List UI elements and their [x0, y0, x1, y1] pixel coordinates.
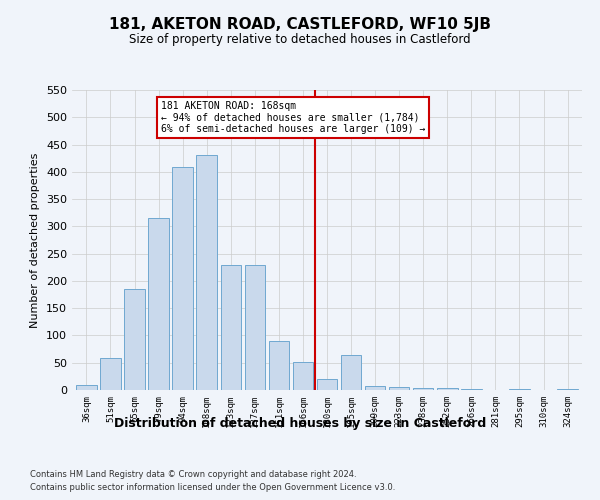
Bar: [148, 218, 169, 390]
Text: Contains HM Land Registry data © Crown copyright and database right 2024.: Contains HM Land Registry data © Crown c…: [30, 470, 356, 479]
Bar: [245, 264, 265, 390]
Bar: [437, 388, 458, 390]
Bar: [76, 384, 97, 390]
Y-axis label: Number of detached properties: Number of detached properties: [31, 152, 40, 328]
Bar: [172, 168, 193, 390]
Bar: [413, 388, 433, 390]
Text: 181, AKETON ROAD, CASTLEFORD, WF10 5JB: 181, AKETON ROAD, CASTLEFORD, WF10 5JB: [109, 18, 491, 32]
Bar: [221, 264, 241, 390]
Bar: [341, 354, 361, 390]
Text: Contains public sector information licensed under the Open Government Licence v3: Contains public sector information licen…: [30, 482, 395, 492]
Text: 181 AKETON ROAD: 168sqm
← 94% of detached houses are smaller (1,784)
6% of semi-: 181 AKETON ROAD: 168sqm ← 94% of detache…: [161, 101, 425, 134]
Text: Size of property relative to detached houses in Castleford: Size of property relative to detached ho…: [129, 32, 471, 46]
Text: Distribution of detached houses by size in Castleford: Distribution of detached houses by size …: [114, 418, 486, 430]
Bar: [100, 358, 121, 390]
Bar: [365, 386, 385, 390]
Bar: [317, 379, 337, 390]
Bar: [293, 362, 313, 390]
Bar: [389, 388, 409, 390]
Bar: [124, 289, 145, 390]
Bar: [196, 156, 217, 390]
Bar: [269, 341, 289, 390]
